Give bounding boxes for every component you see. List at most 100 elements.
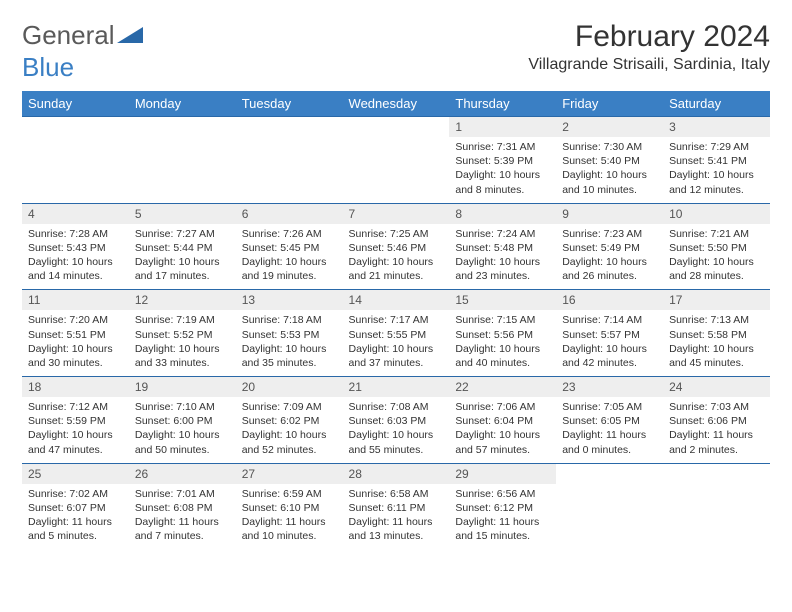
day-data: Sunrise: 7:29 AMSunset: 5:41 PMDaylight:…	[663, 137, 770, 203]
day-data: Sunrise: 7:01 AMSunset: 6:08 PMDaylight:…	[129, 484, 236, 550]
logo-text-blue: Blue	[22, 52, 770, 83]
day-number: 5	[129, 204, 236, 224]
sunset-line: Sunset: 5:45 PM	[242, 242, 320, 254]
daylight-line: Daylight: 10 hours and 14 minutes.	[28, 256, 113, 282]
sunset-line: Sunset: 6:05 PM	[562, 415, 640, 427]
sunrise-line: Sunrise: 7:30 AM	[562, 141, 642, 153]
daylight-line: Daylight: 11 hours and 15 minutes.	[455, 516, 539, 542]
day-number: 25	[22, 464, 129, 484]
day-cell: 23Sunrise: 7:05 AMSunset: 6:05 PMDayligh…	[556, 377, 663, 464]
day-number: 8	[449, 204, 556, 224]
day-data: Sunrise: 6:56 AM Sunset: 6:12 PM Daylight:…	[449, 484, 556, 550]
day-number: 24	[663, 377, 770, 397]
daylight-line: Daylight: 11 hours and 7 minutes.	[135, 516, 219, 542]
day-cell: 27Sunrise: 6:59 AMSunset: 6:10 PMDayligh…	[236, 463, 343, 549]
daylight-line: Daylight: 10 hours and 21 minutes.	[349, 256, 434, 282]
sunrise-line: Sunrise: 7:09 AM	[242, 401, 322, 413]
day-cell	[129, 117, 236, 204]
day-data: Sunrise: 7:02 AMSunset: 6:07 PMDaylight:…	[22, 484, 129, 550]
day-cell: 26Sunrise: 7:01 AMSunset: 6:08 PMDayligh…	[129, 463, 236, 549]
day-cell: 13Sunrise: 7:18 AMSunset: 5:53 PMDayligh…	[236, 290, 343, 377]
day-number: 4	[22, 204, 129, 224]
day-data: Sunrise: 7:14 AMSunset: 5:57 PMDaylight:…	[556, 310, 663, 376]
sunset-line: Sunset: 6:03 PM	[349, 415, 427, 427]
sunrise-line: Sunrise: 6:56 AM	[455, 488, 535, 500]
day-number: 27	[236, 464, 343, 484]
sunset-line: Sunset: 5:49 PM	[562, 242, 640, 254]
daylight-line: Daylight: 10 hours and 26 minutes.	[562, 256, 647, 282]
day-cell: 17Sunrise: 7:13 AMSunset: 5:58 PMDayligh…	[663, 290, 770, 377]
sunrise-line: Sunrise: 7:23 AM	[562, 228, 642, 240]
daylight-line: Daylight: 10 hours and 10 minutes.	[562, 169, 647, 195]
day-number: 28	[343, 464, 450, 484]
daylight-line: Daylight: 10 hours and 33 minutes.	[135, 343, 220, 369]
daylight-line: Daylight: 10 hours and 37 minutes.	[349, 343, 434, 369]
day-number: 16	[556, 290, 663, 310]
sunset-line: Sunset: 6:10 PM	[242, 502, 320, 514]
sunrise-line: Sunrise: 7:27 AM	[135, 228, 215, 240]
day-cell: 9Sunrise: 7:23 AMSunset: 5:49 PMDaylight…	[556, 203, 663, 290]
sunset-line: Sunset: 5:56 PM	[455, 329, 533, 341]
sunset-line: Sunset: 5:57 PM	[562, 329, 640, 341]
day-cell	[343, 117, 450, 204]
day-cell: 12Sunrise: 7:19 AMSunset: 5:52 PMDayligh…	[129, 290, 236, 377]
day-cell: 25Sunrise: 7:02 AMSunset: 6:07 PMDayligh…	[22, 463, 129, 549]
day-number: 18	[22, 377, 129, 397]
weekday-header-row: Sunday Monday Tuesday Wednesday Thursday…	[22, 91, 770, 117]
day-number: 7	[343, 204, 450, 224]
day-number: 1	[449, 117, 556, 137]
day-cell: 15Sunrise: 7:15 AMSunset: 5:56 PMDayligh…	[449, 290, 556, 377]
sunrise-line: Sunrise: 7:20 AM	[28, 314, 108, 326]
day-data: Sunrise: 7:13 AMSunset: 5:58 PMDaylight:…	[663, 310, 770, 376]
month-title: February 2024	[528, 20, 770, 54]
day-data: Sunrise: 7:15 AM Sunset: 5:56 PM Daylight:…	[449, 310, 556, 376]
sunset-line: Sunset: 6:12 PM	[455, 502, 533, 514]
day-cell: 29Sunrise: 6:56 AMSunset: 6:12 PMDayligh…	[449, 463, 556, 549]
sunset-line: Sunset: 5:51 PM	[28, 329, 106, 341]
logo: General	[22, 20, 145, 51]
daylight-line: Daylight: 10 hours and 30 minutes.	[28, 343, 113, 369]
day-number: 10	[663, 204, 770, 224]
day-cell: 21Sunrise: 7:08 AMSunset: 6:03 PMDayligh…	[343, 377, 450, 464]
day-data: Sunrise: 7:17 AMSunset: 5:55 PMDaylight:…	[343, 310, 450, 376]
day-data: Sunrise: 7:23 AM Sunset: 5:49 PM Daylight:…	[556, 224, 663, 290]
day-cell: 22Sunrise: 7:06 AMSunset: 6:04 PMDayligh…	[449, 377, 556, 464]
daylight-line: Daylight: 10 hours and 52 minutes.	[242, 429, 327, 455]
daylight-line: Daylight: 10 hours and 42 minutes.	[562, 343, 647, 369]
day-cell: 7Sunrise: 7:25 AMSunset: 5:46 PMDaylight…	[343, 203, 450, 290]
sunrise-line: Sunrise: 7:19 AM	[135, 314, 215, 326]
day-number: 21	[343, 377, 450, 397]
day-cell: 4Sunrise: 7:28 AMSunset: 5:43 PMDaylight…	[22, 203, 129, 290]
day-data: Sunrise: 7:24 AMSunset: 5:48 PMDaylight:…	[449, 224, 556, 290]
daylight-line: Daylight: 10 hours and 55 minutes.	[349, 429, 434, 455]
sunrise-line: Sunrise: 6:58 AM	[349, 488, 429, 500]
daylight-line: Daylight: 10 hours and 40 minutes.	[455, 343, 540, 369]
weekday-header: Saturday	[663, 91, 770, 117]
sunrise-line: Sunrise: 7:28 AM	[28, 228, 108, 240]
day-data: Sunrise: 7:27 AMSunset: 5:44 PMDaylight:…	[129, 224, 236, 290]
weekday-header: Tuesday	[236, 91, 343, 117]
day-cell: 8Sunrise: 7:24 AMSunset: 5:48 PMDaylight…	[449, 203, 556, 290]
daylight-line: Daylight: 10 hours and 35 minutes.	[242, 343, 327, 369]
day-data: Sunrise: 7:21 AMSunset: 5:50 PMDaylight:…	[663, 224, 770, 290]
day-data: Sunrise: 7:08 AMSunset: 6:03 PMDaylight:…	[343, 397, 450, 463]
weekday-header: Sunday	[22, 91, 129, 117]
sunset-line: Sunset: 6:06 PM	[669, 415, 747, 427]
sunrise-line: Sunrise: 7:05 AM	[562, 401, 642, 413]
day-data: Sunrise: 7:19 AM Sunset: 5:52 PM Daylight:…	[129, 310, 236, 376]
weekday-header: Wednesday	[343, 91, 450, 117]
day-data: Sunrise: 7:26 AMSunset: 5:45 PMDaylight:…	[236, 224, 343, 290]
sunrise-line: Sunrise: 7:12 AM	[28, 401, 108, 413]
sunset-line: Sunset: 5:40 PM	[562, 155, 640, 167]
sunset-line: Sunset: 6:07 PM	[28, 502, 106, 514]
day-number: 6	[236, 204, 343, 224]
day-cell: 11 Sunrise: 7:20 AM Sunset: 5:51 PM Dayligh…	[22, 290, 129, 377]
sunrise-line: Sunrise: 7:24 AM	[455, 228, 535, 240]
sunrise-line: Sunrise: 7:03 AM	[669, 401, 749, 413]
daylight-line: Daylight: 10 hours and 8 minutes.	[455, 169, 540, 195]
day-cell: 19Sunrise: 7:10 AMSunset: 6:00 PMDayligh…	[129, 377, 236, 464]
day-number: 11	[22, 290, 129, 310]
week-row: 18Sunrise: 7:12 AMSunset: 5:59 PMDayligh…	[22, 377, 770, 464]
sunrise-line: Sunrise: 7:15 AM	[455, 314, 535, 326]
sunset-line: Sunset: 5:52 PM	[135, 329, 213, 341]
